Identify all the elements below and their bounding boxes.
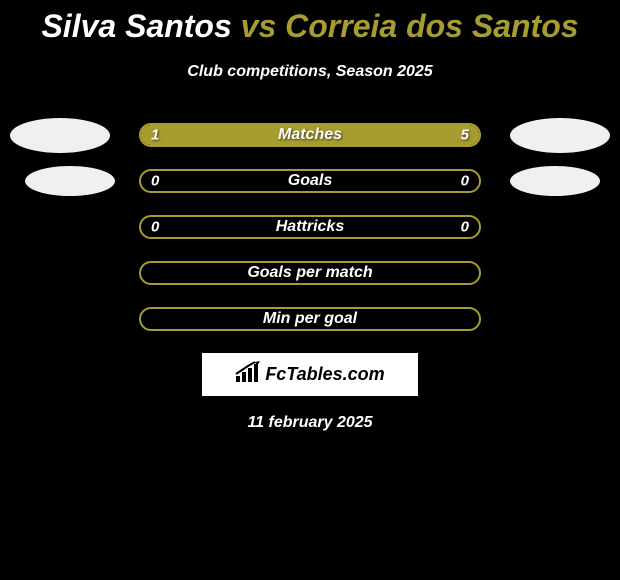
stat-label: Hattricks: [141, 218, 479, 236]
stat-row-goals-per-match: Goals per match: [0, 261, 620, 285]
stat-bar: Min per goal: [139, 307, 481, 331]
footer-date: 11 february 2025: [0, 414, 620, 432]
player1-avatar: [10, 118, 110, 153]
stat-bar: Goals per match: [139, 261, 481, 285]
player1-name: Silva Santos: [41, 8, 231, 44]
stat-label: Goals per match: [141, 264, 479, 282]
stat-row-goals: 0 Goals 0: [0, 169, 620, 193]
stat-row-min-per-goal: Min per goal: [0, 307, 620, 331]
stat-bar: 1 Matches 5: [139, 123, 481, 147]
subtitle: Club competitions, Season 2025: [0, 63, 620, 81]
stat-value-right: 5: [461, 127, 469, 144]
stat-row-hattricks: 0 Hattricks 0: [0, 215, 620, 239]
player1-avatar-small: [25, 166, 115, 196]
page-title: Silva Santos vs Correia dos Santos: [0, 0, 620, 45]
player2-avatar-small: [510, 166, 600, 196]
bar-chart-icon: [235, 361, 261, 388]
stat-value-right: 0: [461, 219, 469, 236]
player2-avatar: [510, 118, 610, 153]
branding-badge: FcTables.com: [202, 353, 418, 396]
stat-row-matches: 1 Matches 5: [0, 123, 620, 147]
branding-text: FcTables.com: [265, 364, 384, 385]
stat-label: Min per goal: [141, 310, 479, 328]
stat-rows: 1 Matches 5 0 Goals 0 0 Hattricks 0: [0, 123, 620, 331]
player2-name: Correia dos Santos: [285, 8, 578, 44]
vs-separator: vs: [241, 8, 277, 44]
stat-bar: 0 Hattricks 0: [139, 215, 481, 239]
stat-label: Goals: [141, 172, 479, 190]
stat-value-right: 0: [461, 173, 469, 190]
stat-bar: 0 Goals 0: [139, 169, 481, 193]
stat-label: Matches: [141, 126, 479, 144]
